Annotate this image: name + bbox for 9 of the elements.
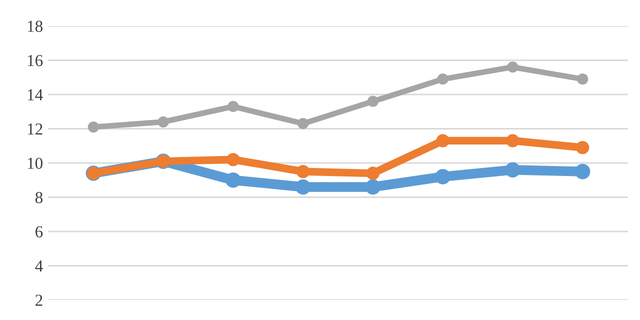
y-tick-label: 8 <box>35 192 43 204</box>
y-tick-label: 16 <box>28 54 43 66</box>
y-tick-label: 6 <box>36 226 43 238</box>
y-tick-label: 18 <box>28 20 43 32</box>
y-tick-label: 4 <box>35 260 43 272</box>
y-tick-label: 10 <box>28 158 43 169</box>
y-tick-label: 14 <box>28 89 43 100</box>
y-tick-label: 12 <box>28 123 42 135</box>
y-tick-label: 2 <box>36 294 42 306</box>
